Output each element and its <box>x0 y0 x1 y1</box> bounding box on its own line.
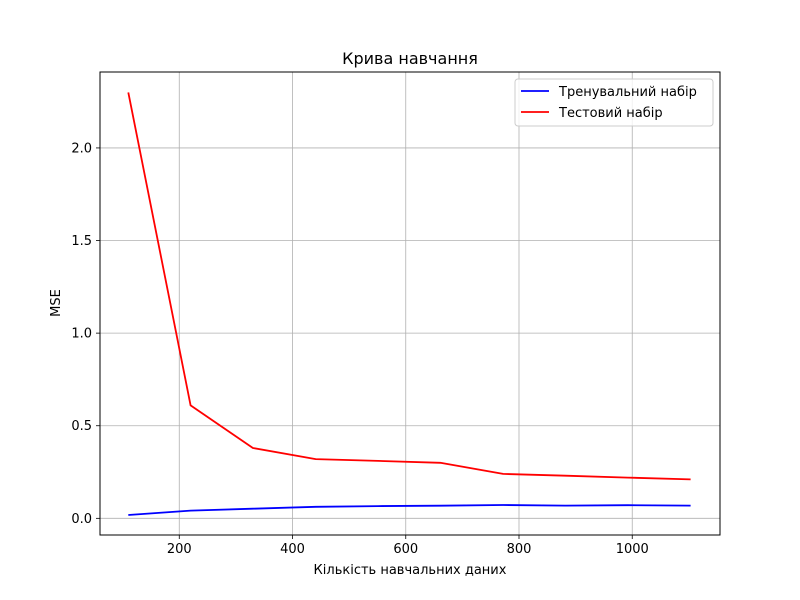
x-tick-label: 1000 <box>616 542 649 557</box>
y-tick-label: 2.0 <box>71 141 92 156</box>
axes-frame <box>99 71 721 536</box>
x-axis-label: Кількість навчальних даних <box>314 563 507 578</box>
legend-label-2: Тестовий набір <box>558 106 663 121</box>
x-tick-label: 600 <box>393 542 418 557</box>
x-tick-label: 400 <box>280 542 305 557</box>
x-axis-ticks: 200 400 600 800 1000 <box>167 535 649 557</box>
series-lines <box>127 92 691 516</box>
grid-lines <box>100 72 720 535</box>
legend-box <box>514 78 714 127</box>
y-axis-label: MSE <box>49 289 64 317</box>
legend-label-1: Тренувальний набір <box>558 85 697 100</box>
chart-title: Крива навчання <box>342 49 478 68</box>
series-line-1 <box>128 504 691 516</box>
y-tick-label: 1.0 <box>71 327 92 342</box>
y-axis-ticks: 0.0 0.5 1.0 1.5 2.0 <box>71 141 100 527</box>
x-tick-label: 800 <box>507 542 532 557</box>
series-line-2 <box>127 92 691 481</box>
x-tick-label: 200 <box>167 542 192 557</box>
y-tick-label: 0.0 <box>71 512 92 527</box>
legend: Тренувальний набір Тестовий набір <box>514 78 714 127</box>
y-tick-label: 1.5 <box>71 234 92 249</box>
y-tick-label: 0.5 <box>71 419 92 434</box>
